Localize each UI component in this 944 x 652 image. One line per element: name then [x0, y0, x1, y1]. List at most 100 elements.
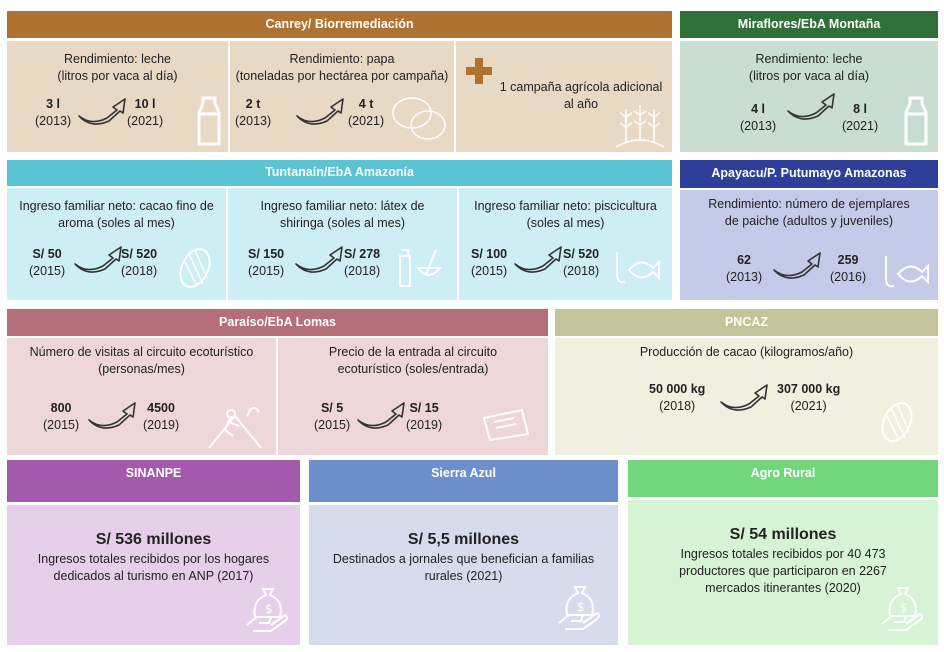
- increase-arrow-icon: [295, 96, 347, 126]
- cacao-icon: [175, 240, 215, 290]
- increase-arrow-icon: [77, 96, 129, 126]
- from-year: (2013): [740, 119, 777, 133]
- from-value: 4 l: [751, 102, 766, 116]
- description: mercados itinerantes (2020): [705, 581, 861, 595]
- to-year: (2021): [348, 114, 385, 128]
- amount-value: S/ 54 millones: [729, 526, 837, 543]
- plus-icon: [466, 58, 492, 84]
- tuntanain-header: Tuntanaín/EbA Amazonía: [7, 160, 672, 186]
- to-year: (2018): [121, 264, 158, 278]
- metric-unit: (soles al mes): [526, 216, 605, 230]
- from-year: (2015): [29, 264, 66, 278]
- metric-label: Precio de la entrada al circuito: [328, 345, 498, 359]
- to-value: S/ 278: [344, 247, 381, 261]
- to-year: (2019): [406, 418, 443, 432]
- to-year: (2021): [127, 114, 164, 128]
- miraflores-cell: Rendimiento: leche (litros por vaca al d…: [680, 41, 938, 152]
- money-bag-hand-icon: [243, 585, 293, 635]
- to-value: 307 000 kg: [777, 382, 841, 396]
- to-year: (2018): [563, 264, 600, 278]
- metric-unit: (litros por vaca al día): [57, 69, 178, 83]
- metric-label: Número de visitas al circuito ecoturísti…: [29, 345, 254, 359]
- to-year: (2018): [344, 264, 381, 278]
- tuntanain-pesca-cell: Ingreso familiar neto: piscicultura (sol…: [459, 188, 672, 300]
- ticket-icon: [482, 408, 530, 442]
- increase-arrow-icon: [719, 382, 771, 412]
- latex-tools-icon: [399, 249, 443, 287]
- sinanpe-header: SINANPE: [7, 460, 300, 502]
- increase-arrow-icon: [73, 244, 125, 274]
- agro-rural-header: Agro Rural: [628, 460, 938, 497]
- from-year: (2013): [726, 270, 763, 284]
- sierra-azul-cell: S/ 5,5 millones Destinados a jornales qu…: [309, 505, 618, 645]
- canrey-campana-cell: 1 campaña agrícola adicional al año: [456, 41, 672, 152]
- metric-label: Ingreso familiar neto: cacao fino de: [19, 199, 214, 213]
- crops-icon: [615, 105, 665, 148]
- canrey-leche-cell: Rendimiento: leche (litros por vaca al d…: [7, 41, 228, 152]
- from-value: 3 l: [46, 97, 61, 111]
- milk-bottle-icon: [904, 96, 928, 146]
- pncaz-cell: Producción de cacao (kilogramos/año) 50 …: [555, 338, 938, 455]
- paraiso-precio-cell: Precio de la entrada al circuito ecoturí…: [278, 338, 548, 455]
- from-year: (2013): [235, 114, 272, 128]
- from-year: (2015): [471, 264, 508, 278]
- from-year: (2013): [35, 114, 72, 128]
- increase-arrow-icon: [772, 250, 824, 280]
- to-year: (2016): [830, 270, 867, 284]
- from-value: 50 000 kg: [649, 382, 706, 396]
- to-value: S/ 520: [121, 247, 158, 261]
- to-value: 4500: [147, 401, 175, 415]
- from-year: (2015): [248, 264, 285, 278]
- increase-arrow-icon: [294, 244, 346, 274]
- canrey-papa-cell: Rendimiento: papa (toneladas por hectáre…: [230, 41, 454, 152]
- to-year: (2019): [143, 418, 180, 432]
- metric-label: Rendimiento: leche: [63, 52, 171, 66]
- money-bag-hand-icon: [555, 583, 605, 633]
- sierra-azul-header: Sierra Azul: [309, 460, 618, 502]
- metric-label: Rendimiento: papa: [289, 52, 395, 66]
- campana-text: 1 campaña agrícola adicional al año: [499, 80, 663, 111]
- to-value: 4 t: [358, 97, 374, 111]
- description: Destinados a jornales que benefician a f…: [332, 552, 595, 566]
- to-value: S/ 15: [409, 401, 439, 415]
- metric-unit: shiringa (soles al mes): [279, 216, 406, 230]
- agro-rural-cell: S/ 54 millones Ingresos totales recibido…: [628, 500, 938, 645]
- increase-arrow-icon: [356, 400, 408, 430]
- sinanpe-cell: S/ 536 millones Ingresos totales recibid…: [7, 505, 300, 645]
- to-year: (2021): [842, 119, 879, 133]
- metric-unit: (personas/mes): [98, 362, 185, 376]
- metric-unit: (litros por vaca al día): [748, 69, 870, 83]
- to-year: (2021): [790, 399, 827, 413]
- hiker-icon: [208, 406, 262, 449]
- increase-arrow-icon: [87, 400, 139, 430]
- from-value: S/ 100: [471, 247, 508, 261]
- tuntanain-latex-cell: Ingreso familiar neto: látex de shiringa…: [228, 188, 457, 300]
- metric-label: Producción de cacao (kilogramos/año): [639, 345, 854, 359]
- metric-unit: aroma (soles al mes): [58, 216, 175, 230]
- increase-arrow-icon: [786, 91, 838, 121]
- from-year: (2015): [43, 418, 80, 432]
- to-value: 10 l: [134, 97, 156, 111]
- paraiso-visitas-cell: Número de visitas al circuito ecoturísti…: [7, 338, 276, 455]
- from-value: 2 t: [245, 97, 261, 111]
- from-value: 62: [737, 253, 752, 267]
- fish-hook-icon: [611, 248, 661, 288]
- metric-label: Ingreso familiar neto: piscicultura: [474, 199, 657, 213]
- metric-unit: de paiche (adultos y juveniles): [724, 214, 894, 228]
- metric-unit: ecoturístico (soles/entrada): [337, 362, 489, 376]
- to-value: 8 l: [853, 102, 868, 116]
- amount-value: S/ 536 millones: [95, 531, 212, 548]
- to-value: S/ 520: [563, 247, 600, 261]
- cacao-icon: [877, 394, 917, 444]
- amount-value: S/ 5,5 millones: [407, 531, 520, 548]
- description: dedicados al turismo en ANP (2017): [53, 569, 254, 583]
- description: Ingresos totales recibidos por 40 473: [680, 547, 886, 561]
- pncaz-header: PNCAZ: [555, 309, 938, 336]
- from-year: (2018): [659, 399, 696, 413]
- fish-hook-icon: [880, 252, 930, 292]
- metric-label: Ingreso familiar neto: látex de: [260, 199, 425, 213]
- from-value: S/ 50: [32, 247, 62, 261]
- tuntanain-cacao-cell: Ingreso familiar neto: cacao fino de aro…: [7, 188, 226, 300]
- canrey-header: Canrey/ Biorremediación: [7, 11, 672, 38]
- apayacu-header: Apayacu/P. Putumayo Amazonas: [680, 160, 938, 188]
